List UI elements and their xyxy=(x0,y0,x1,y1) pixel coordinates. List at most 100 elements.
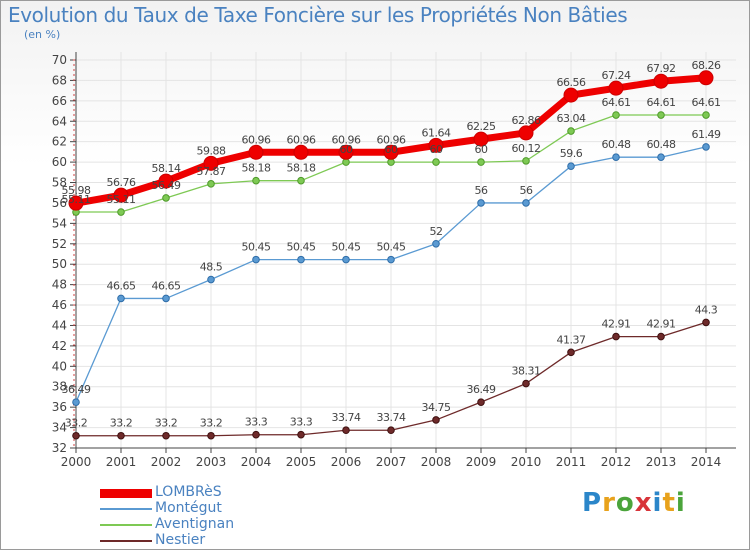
x-tick-label: 2010 xyxy=(511,455,542,469)
y-tick-label: 46 xyxy=(52,298,67,312)
legend-item-montegut: Montégut xyxy=(100,500,300,518)
data-label-montegut: 59.6 xyxy=(560,147,583,160)
legend-swatch xyxy=(100,540,152,542)
legend-label: Nestier xyxy=(155,532,206,548)
logo-letter: i xyxy=(675,488,686,518)
data-point-lombres xyxy=(698,70,714,86)
data-point-montegut xyxy=(387,255,395,264)
x-tick-label: 2008 xyxy=(421,455,452,469)
data-point-lombres xyxy=(248,144,264,160)
data-label-lombres: 67.24 xyxy=(602,69,631,82)
data-point-aventignan xyxy=(252,176,260,185)
data-point-aventignan xyxy=(477,158,485,166)
y-tick-label: 54 xyxy=(52,216,67,230)
data-point-montegut xyxy=(612,153,620,162)
data-point-nestier xyxy=(117,431,125,440)
legend-swatch xyxy=(100,524,152,526)
data-point-lombres xyxy=(563,87,579,103)
y-tick-label: 36 xyxy=(52,400,67,414)
data-label-nestier: 33.74 xyxy=(332,411,361,424)
legend-label: Aventignan xyxy=(155,516,235,532)
data-label-nestier: 38.31 xyxy=(512,365,541,378)
data-label-aventignan: 55.11 xyxy=(62,193,91,206)
data-label-lombres: 67.92 xyxy=(647,62,676,75)
data-point-aventignan xyxy=(432,158,440,166)
data-point-nestier xyxy=(657,332,665,341)
legend-swatch xyxy=(100,488,152,498)
data-point-aventignan xyxy=(117,208,125,216)
data-label-lombres: 55.98 xyxy=(62,184,91,197)
legend-item-lombres: LOMBRèS xyxy=(100,484,300,502)
y-tick-label: 68 xyxy=(52,73,67,87)
logo-letter: r xyxy=(602,488,616,518)
x-tick-label: 2006 xyxy=(331,455,362,469)
data-point-aventignan xyxy=(657,111,665,119)
data-label-lombres: 68.26 xyxy=(692,59,721,72)
data-point-montegut xyxy=(567,162,575,170)
data-label-montegut: 36.49 xyxy=(62,383,91,396)
data-point-aventignan xyxy=(162,194,170,202)
y-tick-label: 50 xyxy=(52,257,67,271)
legend-label: LOMBRèS xyxy=(155,484,222,500)
data-label-lombres: 59.88 xyxy=(197,144,226,157)
data-point-montegut xyxy=(432,239,440,248)
y-tick-label: 40 xyxy=(52,359,67,373)
data-label-montegut: 60.48 xyxy=(602,138,631,151)
x-tick-label: 2002 xyxy=(151,455,182,469)
data-point-nestier xyxy=(432,416,440,424)
data-point-nestier xyxy=(342,426,350,435)
legend-swatch xyxy=(100,508,152,510)
chart-subtitle: (en %) xyxy=(24,28,61,41)
data-point-montegut xyxy=(342,255,350,264)
data-label-lombres: 60.96 xyxy=(332,133,361,146)
legend-item-nestier: Nestier xyxy=(100,532,300,550)
x-tick-label: 2005 xyxy=(286,455,317,469)
data-point-aventignan xyxy=(612,111,620,119)
data-label-aventignan: 55.11 xyxy=(107,193,136,206)
data-point-lombres xyxy=(653,73,669,89)
data-label-nestier: 36.49 xyxy=(467,383,496,396)
data-label-aventignan: 60 xyxy=(340,143,353,156)
data-point-lombres xyxy=(203,155,219,171)
x-tick-label: 2009 xyxy=(466,455,497,469)
data-point-montegut xyxy=(522,199,530,207)
data-point-nestier xyxy=(612,332,620,341)
data-label-aventignan: 64.61 xyxy=(602,96,631,109)
data-label-aventignan: 60 xyxy=(475,143,488,156)
data-label-lombres: 66.56 xyxy=(557,76,586,89)
y-tick-label: 62 xyxy=(52,135,67,149)
data-point-montegut xyxy=(477,199,485,207)
data-point-lombres xyxy=(293,144,309,160)
data-point-nestier xyxy=(567,348,575,357)
data-point-montegut xyxy=(162,294,170,303)
logo-letter: o xyxy=(615,488,635,518)
data-label-lombres: 62.86 xyxy=(512,114,541,127)
data-label-montegut: 61.49 xyxy=(692,128,721,141)
x-tick-label: 2013 xyxy=(646,455,677,469)
data-point-montegut xyxy=(117,294,125,303)
data-label-montegut: 52 xyxy=(430,225,443,238)
data-point-lombres xyxy=(68,195,84,211)
data-label-montegut: 50.45 xyxy=(242,241,271,254)
data-point-montegut xyxy=(657,153,665,162)
data-point-aventignan xyxy=(522,157,530,165)
data-point-nestier xyxy=(477,398,485,406)
x-tick-label: 2012 xyxy=(601,455,632,469)
data-label-nestier: 33.74 xyxy=(377,411,406,424)
legend-item-aventignan: Aventignan xyxy=(100,516,300,534)
data-label-montegut: 46.65 xyxy=(107,279,136,292)
logo-letter: P xyxy=(582,488,603,518)
y-tick-label: 58 xyxy=(52,176,67,190)
data-label-lombres: 62.25 xyxy=(467,120,496,133)
data-label-aventignan: 63.04 xyxy=(557,112,586,125)
data-label-lombres: 60.96 xyxy=(377,133,406,146)
data-label-aventignan: 64.61 xyxy=(692,96,721,109)
data-label-aventignan: 60 xyxy=(430,143,443,156)
data-point-nestier xyxy=(162,431,170,440)
data-label-nestier: 34.75 xyxy=(422,401,451,414)
data-label-montegut: 50.45 xyxy=(377,241,406,254)
data-label-nestier: 33.2 xyxy=(155,417,178,430)
data-label-aventignan: 58.18 xyxy=(242,162,271,175)
data-point-nestier xyxy=(72,431,80,440)
